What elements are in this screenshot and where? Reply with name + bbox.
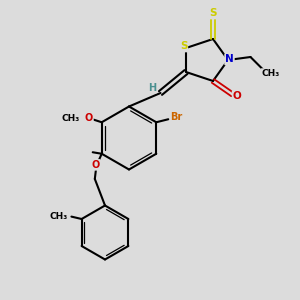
Text: O: O — [85, 113, 93, 123]
Text: CH₃: CH₃ — [61, 114, 80, 123]
Text: H: H — [148, 82, 156, 93]
Text: CH₃: CH₃ — [50, 212, 68, 221]
Text: Br: Br — [171, 112, 183, 122]
Text: S: S — [209, 8, 217, 19]
Text: N: N — [225, 54, 234, 64]
Text: CH₃: CH₃ — [262, 69, 280, 78]
Text: O: O — [232, 91, 242, 101]
Text: S: S — [180, 41, 187, 52]
Text: O: O — [91, 160, 100, 170]
